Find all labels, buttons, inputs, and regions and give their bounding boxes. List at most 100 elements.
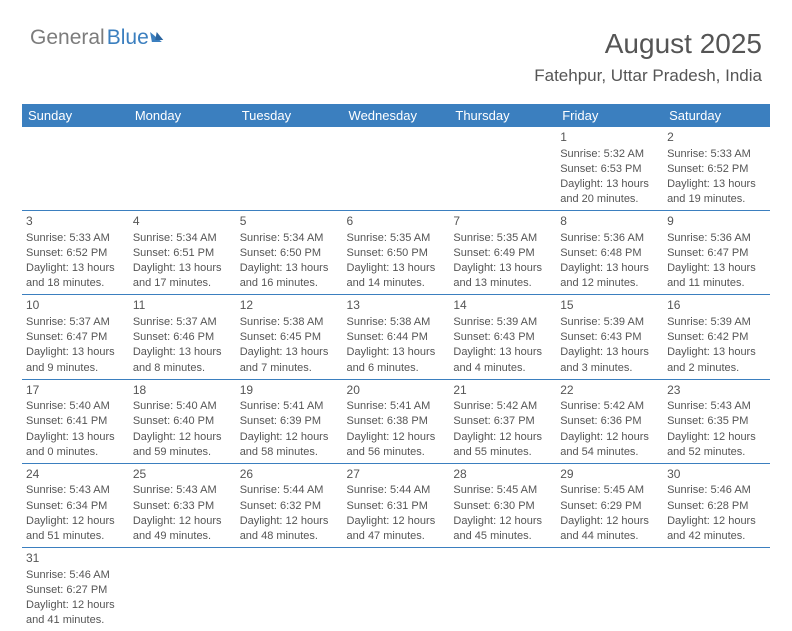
daylight-text: and 9 minutes.: [26, 361, 125, 376]
calendar-row: 3Sunrise: 5:33 AMSunset: 6:52 PMDaylight…: [22, 211, 770, 295]
logo-text-2: Blue: [107, 26, 149, 50]
dayhead-sun: Sunday: [22, 104, 129, 127]
day-header-row: Sunday Monday Tuesday Wednesday Thursday…: [22, 104, 770, 127]
calendar-cell: 16Sunrise: 5:39 AMSunset: 6:42 PMDayligh…: [663, 295, 770, 379]
daylight-text: Daylight: 12 hours: [560, 514, 659, 529]
daylight-text: and 41 minutes.: [26, 613, 125, 628]
sunrise-text: Sunrise: 5:44 AM: [347, 483, 446, 498]
day-number: 30: [667, 466, 766, 483]
daylight-text: and 52 minutes.: [667, 445, 766, 460]
sunset-text: Sunset: 6:43 PM: [453, 330, 552, 345]
sunset-text: Sunset: 6:43 PM: [560, 330, 659, 345]
daylight-text: Daylight: 12 hours: [667, 514, 766, 529]
daylight-text: Daylight: 13 hours: [453, 261, 552, 276]
sunset-text: Sunset: 6:49 PM: [453, 246, 552, 261]
calendar-cell: [236, 548, 343, 631]
day-number: 12: [240, 297, 339, 314]
daylight-text: Daylight: 13 hours: [133, 345, 232, 360]
calendar-cell: 30Sunrise: 5:46 AMSunset: 6:28 PMDayligh…: [663, 463, 770, 547]
daylight-text: and 49 minutes.: [133, 529, 232, 544]
calendar-cell: 31Sunrise: 5:46 AMSunset: 6:27 PMDayligh…: [22, 548, 129, 631]
sunrise-text: Sunrise: 5:42 AM: [453, 399, 552, 414]
dayhead-mon: Monday: [129, 104, 236, 127]
daylight-text: and 44 minutes.: [560, 529, 659, 544]
calendar-row: 10Sunrise: 5:37 AMSunset: 6:47 PMDayligh…: [22, 295, 770, 379]
daylight-text: and 58 minutes.: [240, 445, 339, 460]
calendar-cell: 25Sunrise: 5:43 AMSunset: 6:33 PMDayligh…: [129, 463, 236, 547]
logo-mark-icon: [155, 32, 164, 40]
daylight-text: and 8 minutes.: [133, 361, 232, 376]
sunrise-text: Sunrise: 5:43 AM: [133, 483, 232, 498]
daylight-text: and 51 minutes.: [26, 529, 125, 544]
sunset-text: Sunset: 6:39 PM: [240, 414, 339, 429]
day-number: 3: [26, 213, 125, 230]
day-number: 23: [667, 382, 766, 399]
sunset-text: Sunset: 6:41 PM: [26, 414, 125, 429]
sunset-text: Sunset: 6:27 PM: [26, 583, 125, 598]
sunrise-text: Sunrise: 5:46 AM: [26, 568, 125, 583]
dayhead-sat: Saturday: [663, 104, 770, 127]
daylight-text: Daylight: 13 hours: [240, 345, 339, 360]
day-number: 13: [347, 297, 446, 314]
sunset-text: Sunset: 6:29 PM: [560, 499, 659, 514]
day-number: 26: [240, 466, 339, 483]
logo-text-1: General: [30, 26, 105, 50]
day-number: 17: [26, 382, 125, 399]
sunset-text: Sunset: 6:42 PM: [667, 330, 766, 345]
sunrise-text: Sunrise: 5:40 AM: [26, 399, 125, 414]
daylight-text: Daylight: 12 hours: [240, 430, 339, 445]
daylight-text: and 2 minutes.: [667, 361, 766, 376]
month-title: August 2025: [534, 28, 762, 60]
sunrise-text: Sunrise: 5:33 AM: [26, 231, 125, 246]
daylight-text: Daylight: 13 hours: [26, 430, 125, 445]
day-number: 2: [667, 129, 766, 146]
calendar-cell: 14Sunrise: 5:39 AMSunset: 6:43 PMDayligh…: [449, 295, 556, 379]
calendar-cell: 28Sunrise: 5:45 AMSunset: 6:30 PMDayligh…: [449, 463, 556, 547]
sunset-text: Sunset: 6:51 PM: [133, 246, 232, 261]
daylight-text: Daylight: 12 hours: [26, 598, 125, 613]
daylight-text: Daylight: 13 hours: [560, 261, 659, 276]
sunset-text: Sunset: 6:45 PM: [240, 330, 339, 345]
sunset-text: Sunset: 6:44 PM: [347, 330, 446, 345]
sunrise-text: Sunrise: 5:36 AM: [667, 231, 766, 246]
sunrise-text: Sunrise: 5:34 AM: [133, 231, 232, 246]
day-number: 24: [26, 466, 125, 483]
daylight-text: and 19 minutes.: [667, 192, 766, 207]
day-number: 7: [453, 213, 552, 230]
day-number: 29: [560, 466, 659, 483]
day-number: 9: [667, 213, 766, 230]
daylight-text: Daylight: 12 hours: [240, 514, 339, 529]
day-number: 31: [26, 550, 125, 567]
calendar-cell: 15Sunrise: 5:39 AMSunset: 6:43 PMDayligh…: [556, 295, 663, 379]
daylight-text: and 45 minutes.: [453, 529, 552, 544]
daylight-text: Daylight: 13 hours: [667, 177, 766, 192]
calendar-cell: [343, 127, 450, 211]
sunrise-text: Sunrise: 5:35 AM: [453, 231, 552, 246]
daylight-text: Daylight: 12 hours: [453, 430, 552, 445]
sunrise-text: Sunrise: 5:44 AM: [240, 483, 339, 498]
header-right: August 2025 Fatehpur, Uttar Pradesh, Ind…: [534, 28, 762, 86]
sunset-text: Sunset: 6:33 PM: [133, 499, 232, 514]
daylight-text: Daylight: 12 hours: [347, 514, 446, 529]
calendar-row: 17Sunrise: 5:40 AMSunset: 6:41 PMDayligh…: [22, 379, 770, 463]
calendar-cell: 5Sunrise: 5:34 AMSunset: 6:50 PMDaylight…: [236, 211, 343, 295]
sunrise-text: Sunrise: 5:39 AM: [453, 315, 552, 330]
calendar-cell: [449, 127, 556, 211]
calendar-cell: 13Sunrise: 5:38 AMSunset: 6:44 PMDayligh…: [343, 295, 450, 379]
daylight-text: and 59 minutes.: [133, 445, 232, 460]
daylight-text: Daylight: 13 hours: [133, 261, 232, 276]
calendar-cell: [556, 548, 663, 631]
calendar-cell: 8Sunrise: 5:36 AMSunset: 6:48 PMDaylight…: [556, 211, 663, 295]
daylight-text: and 16 minutes.: [240, 276, 339, 291]
sunset-text: Sunset: 6:37 PM: [453, 414, 552, 429]
calendar-row: 1Sunrise: 5:32 AMSunset: 6:53 PMDaylight…: [22, 127, 770, 211]
daylight-text: Daylight: 13 hours: [240, 261, 339, 276]
daylight-text: Daylight: 13 hours: [26, 345, 125, 360]
daylight-text: Daylight: 13 hours: [667, 345, 766, 360]
day-number: 5: [240, 213, 339, 230]
day-number: 8: [560, 213, 659, 230]
sunrise-text: Sunrise: 5:45 AM: [560, 483, 659, 498]
calendar-cell: 23Sunrise: 5:43 AMSunset: 6:35 PMDayligh…: [663, 379, 770, 463]
calendar-cell: 27Sunrise: 5:44 AMSunset: 6:31 PMDayligh…: [343, 463, 450, 547]
sunrise-text: Sunrise: 5:36 AM: [560, 231, 659, 246]
